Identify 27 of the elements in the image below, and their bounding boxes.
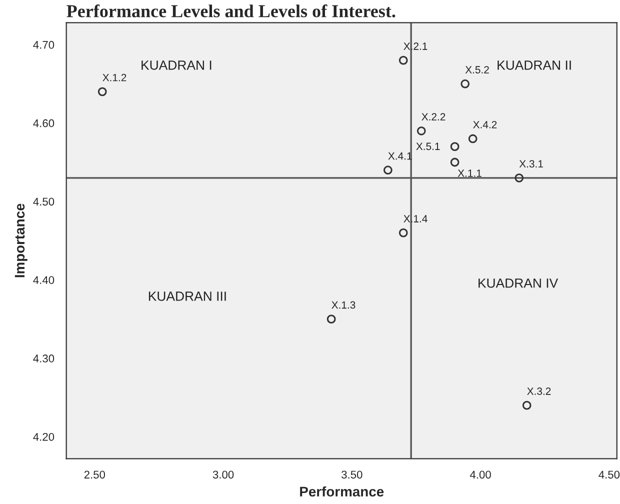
annotation: KUADRAN II [498, 60, 571, 70]
y-tick-label: 4.60 [33, 119, 54, 128]
x-tick-label: 4.50 [598, 470, 620, 479]
annotation: X.5.2 [465, 66, 489, 74]
chart-title: Performance Levels and Levels of Interest. [66, 4, 396, 18]
annotation: X.4.2 [473, 120, 497, 128]
y-tick-label: 4.50 [33, 198, 54, 206]
x-axis-title: Performance [300, 486, 384, 497]
y-axis-title: Importance [14, 204, 28, 278]
x-tick-label: 2.50 [84, 470, 106, 479]
annotation: KUADRAN III [148, 292, 226, 301]
y-tick-label: 4.40 [33, 276, 54, 284]
annotation: KUADRAN I [142, 60, 212, 70]
annotation: X.1.1 [458, 170, 482, 177]
annotation: X.1.3 [332, 301, 356, 309]
y-tick-label: 4.70 [33, 40, 54, 49]
x-tick-label: 4.00 [470, 470, 491, 479]
annotation: X.1.2 [102, 74, 126, 82]
annotation: KUADRAN IV [478, 278, 558, 288]
y-tick-label: 4.20 [33, 432, 54, 441]
annotation: X.5.1 [416, 142, 440, 150]
annotation: X.3.1 [519, 160, 543, 168]
y-tick-label: 4.30 [33, 354, 54, 362]
annotation: X.3.2 [527, 388, 551, 395]
annotation: X.2.2 [422, 113, 446, 120]
x-tick-label: 3.50 [342, 470, 362, 479]
x-tick-label: 3.00 [212, 470, 234, 479]
